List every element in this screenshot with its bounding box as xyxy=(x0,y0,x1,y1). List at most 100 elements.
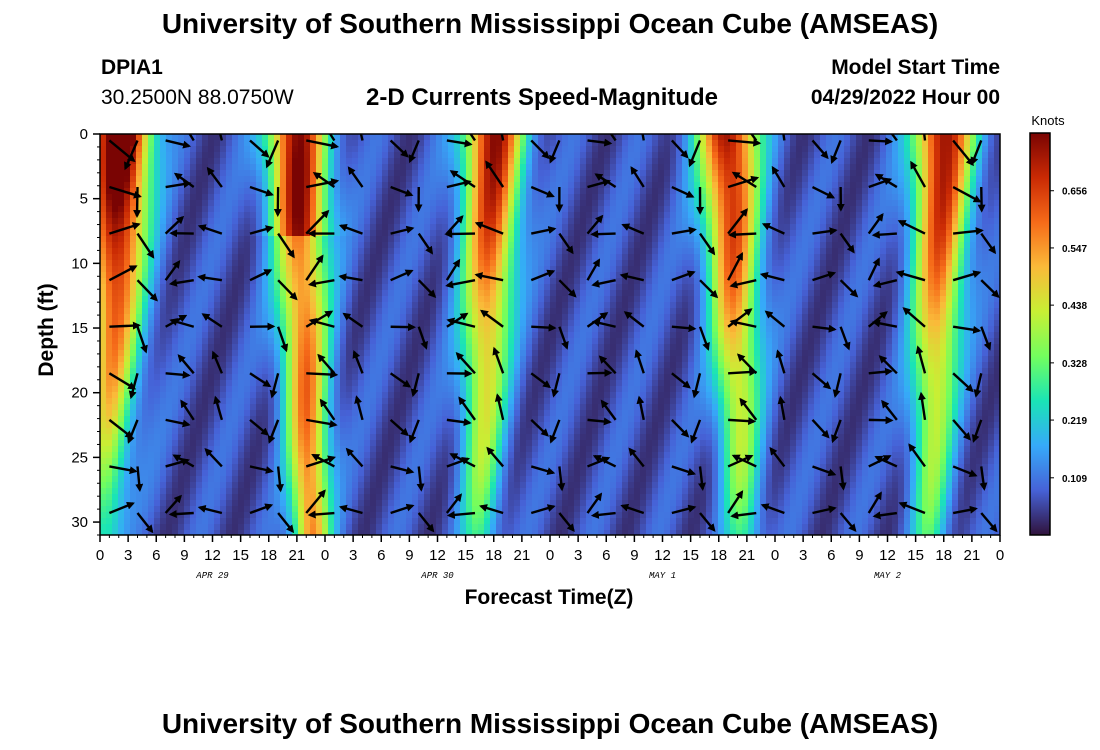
heatmap-cell xyxy=(532,182,539,189)
heatmap-cell xyxy=(298,200,305,207)
heatmap-cell xyxy=(430,398,437,405)
heatmap-cell xyxy=(202,374,209,381)
heatmap-cell xyxy=(394,344,401,351)
heatmap-cell xyxy=(220,434,227,441)
heatmap-cell xyxy=(334,398,341,405)
heatmap-cell xyxy=(142,200,149,207)
heatmap-cell xyxy=(436,242,443,249)
heatmap-cell xyxy=(382,356,389,363)
heatmap-cell xyxy=(208,398,215,405)
heatmap-cell xyxy=(532,200,539,207)
heatmap-cell xyxy=(262,494,269,501)
heatmap-cell xyxy=(394,506,401,513)
heatmap-cell xyxy=(520,146,527,153)
heatmap-cell xyxy=(382,170,389,177)
heatmap-cell xyxy=(436,260,443,267)
heatmap-cell xyxy=(508,506,515,513)
heatmap-cell xyxy=(520,350,527,357)
heatmap-cell xyxy=(250,380,257,387)
heatmap-cell xyxy=(292,266,299,273)
heatmap-cell xyxy=(304,260,311,267)
heatmap-cell xyxy=(130,488,137,495)
heatmap-cell xyxy=(166,446,173,453)
heatmap-cell xyxy=(394,410,401,417)
heatmap-cell xyxy=(532,272,539,279)
heatmap-cell xyxy=(292,188,299,195)
heatmap-cell xyxy=(286,308,293,315)
heatmap-cell xyxy=(268,146,275,153)
heatmap-cell xyxy=(250,458,257,465)
heatmap-cell xyxy=(436,476,443,483)
heatmap-cell xyxy=(244,404,251,411)
heatmap-cell xyxy=(508,410,515,417)
heatmap-cell xyxy=(496,368,503,375)
heatmap-cell xyxy=(166,482,173,489)
heatmap-cell xyxy=(310,176,317,183)
heatmap-cell xyxy=(124,242,131,249)
heatmap-cell xyxy=(502,164,509,171)
heatmap-cell xyxy=(256,362,263,369)
heatmap-cell xyxy=(364,158,371,165)
heatmap-cell xyxy=(208,338,215,345)
heatmap-cell xyxy=(346,344,353,351)
heatmap-cell xyxy=(532,392,539,399)
heatmap-cell xyxy=(346,176,353,183)
heatmap-cell xyxy=(478,140,485,147)
heatmap-cell xyxy=(208,200,215,207)
heatmap-cell xyxy=(490,422,497,429)
heatmap-cell xyxy=(448,242,455,249)
heatmap-cell xyxy=(190,428,197,435)
heatmap-cell xyxy=(340,470,347,477)
heatmap-cell xyxy=(292,458,299,465)
heatmap-cell xyxy=(100,302,107,309)
heatmap-cell xyxy=(148,242,155,249)
heatmap-cell xyxy=(220,524,227,531)
heatmap-cell xyxy=(532,212,539,219)
heatmap-cell xyxy=(406,404,413,411)
heatmap-cell xyxy=(280,410,287,417)
heatmap-cell xyxy=(400,242,407,249)
heatmap-cell xyxy=(538,254,545,261)
heatmap-cell xyxy=(352,296,359,303)
heatmap-cell xyxy=(490,254,497,261)
heatmap-cell xyxy=(100,512,107,519)
heatmap-cell xyxy=(532,488,539,495)
heatmap-cell xyxy=(304,518,311,525)
heatmap-cell xyxy=(322,410,329,417)
heatmap-cell xyxy=(118,170,125,177)
heatmap-cell xyxy=(292,302,299,309)
heatmap-cell xyxy=(424,296,431,303)
heatmap-cell xyxy=(412,362,419,369)
heatmap-cell xyxy=(454,464,461,471)
heatmap-cell xyxy=(274,446,281,453)
heatmap-cell xyxy=(358,494,365,501)
heatmap-cell xyxy=(112,182,119,189)
heatmap-cell xyxy=(370,476,377,483)
heatmap-cell xyxy=(406,386,413,393)
heatmap-cell xyxy=(250,452,257,459)
heatmap-cell xyxy=(280,134,287,141)
heatmap-cell xyxy=(106,248,113,255)
heatmap-cell xyxy=(358,470,365,477)
heatmap-cell xyxy=(256,524,263,531)
heatmap-cell xyxy=(520,362,527,369)
heatmap-cell xyxy=(340,140,347,147)
heatmap-cell xyxy=(412,134,419,141)
heatmap-cell xyxy=(184,446,191,453)
heatmap-cell xyxy=(286,434,293,441)
heatmap-cell xyxy=(538,476,545,483)
heatmap-cell xyxy=(442,200,449,207)
heatmap-cell xyxy=(256,392,263,399)
heatmap-cell xyxy=(172,308,179,315)
heatmap-cell xyxy=(520,434,527,441)
heatmap-cell xyxy=(394,500,401,507)
heatmap-cell xyxy=(130,356,137,363)
heatmap-cell xyxy=(508,500,515,507)
heatmap-cell xyxy=(436,512,443,519)
heatmap-cell xyxy=(394,512,401,519)
heatmap-cell xyxy=(106,314,113,321)
heatmap-cell xyxy=(214,506,221,513)
heatmap-cell xyxy=(436,434,443,441)
heatmap-cell xyxy=(400,446,407,453)
heatmap-cell xyxy=(400,518,407,525)
